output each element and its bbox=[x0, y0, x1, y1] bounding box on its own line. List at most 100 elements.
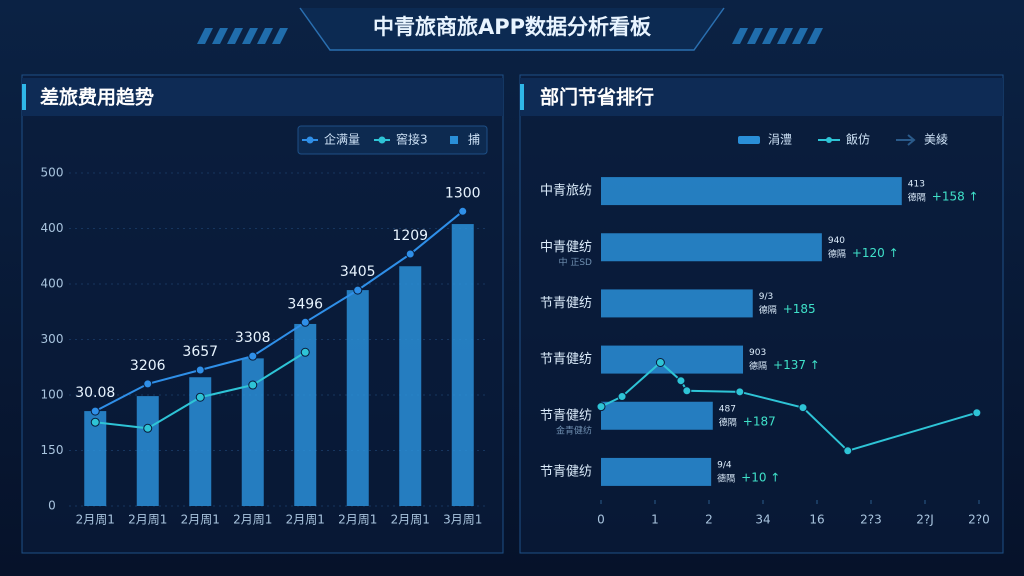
line-point bbox=[300, 317, 310, 327]
bar-number: 9/3 bbox=[759, 292, 773, 302]
y-tick-label: 300 bbox=[41, 332, 64, 346]
header-stripes bbox=[197, 28, 823, 44]
bar bbox=[136, 396, 159, 506]
left-panel-title: 差旅费用趋势 bbox=[40, 86, 154, 109]
bar-number: 487 bbox=[719, 404, 736, 414]
data-label: 1300 bbox=[445, 185, 481, 201]
y-tick-label: 中青旅纺 bbox=[540, 184, 592, 199]
line-point bbox=[143, 423, 153, 433]
x-tick-label: 2?3 bbox=[860, 513, 882, 527]
line-point bbox=[143, 379, 153, 389]
bar-tag: 德隔 bbox=[759, 304, 777, 316]
line-point bbox=[676, 376, 686, 386]
line bbox=[94, 210, 464, 412]
bar bbox=[84, 411, 107, 506]
bar bbox=[601, 233, 822, 262]
bar bbox=[189, 377, 212, 506]
bar bbox=[294, 323, 317, 506]
line-point bbox=[405, 249, 415, 259]
bar bbox=[601, 345, 744, 374]
legend-label: 窖接3 bbox=[396, 132, 428, 147]
bar-tag: 德隔 bbox=[828, 248, 846, 260]
data-label: 3405 bbox=[340, 264, 376, 280]
line-point bbox=[90, 417, 100, 427]
x-tick-label: 1 bbox=[651, 513, 659, 527]
bar-number: 903 bbox=[749, 348, 766, 358]
line-point bbox=[195, 392, 205, 402]
x-tick-label: 2?0 bbox=[968, 513, 990, 527]
data-label: 30.08 bbox=[75, 385, 115, 401]
bar bbox=[601, 401, 713, 430]
bar bbox=[601, 457, 712, 486]
line-point bbox=[972, 408, 982, 418]
line-point bbox=[798, 403, 808, 413]
line-point bbox=[843, 446, 853, 456]
x-tick-label: 34 bbox=[755, 513, 770, 527]
legend-label: 飯仿 bbox=[846, 132, 870, 147]
line-point bbox=[596, 402, 606, 412]
data-label: +137 ↑ bbox=[773, 358, 820, 372]
bar bbox=[346, 290, 369, 506]
legend-label: 涓澧 bbox=[768, 132, 792, 147]
line-point bbox=[248, 351, 258, 361]
line-point bbox=[682, 386, 692, 396]
bar bbox=[601, 289, 753, 318]
legend-swatch bbox=[738, 136, 760, 144]
bar-tag: 德隔 bbox=[717, 472, 735, 484]
data-label: +120 ↑ bbox=[852, 246, 899, 260]
line-point bbox=[735, 387, 745, 397]
x-tick-label: 0 bbox=[597, 513, 605, 527]
page-title: 中青旅商旅APP数据分析看板 bbox=[373, 15, 652, 39]
y-tick-label: 节青健纺 bbox=[540, 296, 592, 311]
data-label: +187 bbox=[743, 414, 776, 428]
x-tick-label: 2 bbox=[705, 513, 713, 527]
line-point bbox=[617, 392, 627, 402]
y-tick-label: 节青健纺 bbox=[540, 408, 592, 423]
y-tick-label: 节青健纺 bbox=[540, 352, 592, 367]
x-tick-label: 2月周1 bbox=[338, 513, 377, 527]
data-label: 3206 bbox=[130, 358, 166, 374]
legend-swatch bbox=[378, 136, 386, 144]
y-tick-label: 0 bbox=[48, 499, 56, 513]
data-label: +10 ↑ bbox=[741, 470, 780, 484]
y-tick-label: 节青健纺 bbox=[540, 464, 592, 479]
y-tick-label: 400 bbox=[41, 221, 64, 235]
bar-number: 9/4 bbox=[717, 460, 732, 470]
x-tick-label: 2月周1 bbox=[233, 513, 272, 527]
x-tick-label: 3月周1 bbox=[443, 513, 482, 527]
right-panel-title: 部门节省排行 bbox=[540, 86, 654, 109]
x-tick-label: 2月周1 bbox=[286, 513, 325, 527]
data-label: 3308 bbox=[235, 330, 271, 346]
data-label: +158 ↑ bbox=[932, 190, 979, 204]
line-point bbox=[90, 406, 100, 416]
legend-label: 捕 bbox=[468, 132, 480, 147]
bar-number: 413 bbox=[908, 180, 925, 190]
y-tick-label: 中青健纺 bbox=[540, 240, 592, 255]
x-tick-label: 2月周1 bbox=[128, 513, 167, 527]
x-tick-label: 2?J bbox=[916, 513, 934, 527]
category-note: 中 正SD bbox=[558, 256, 592, 268]
line-point bbox=[353, 285, 363, 295]
x-tick-label: 2月周1 bbox=[76, 513, 115, 527]
right-panel-header bbox=[520, 78, 1003, 116]
x-tick-label: 16 bbox=[809, 513, 824, 527]
x-tick-label: 2月周1 bbox=[181, 513, 220, 527]
line-point bbox=[195, 365, 205, 375]
y-tick-label: 150 bbox=[41, 443, 64, 457]
bar-tag: 德隔 bbox=[719, 416, 737, 428]
legend-swatch bbox=[306, 136, 314, 144]
line-point bbox=[458, 206, 468, 216]
x-tick-label: 2月周1 bbox=[391, 513, 430, 527]
header-frame bbox=[299, 7, 725, 51]
data-label: 3657 bbox=[182, 344, 218, 360]
bar-tag: 德隔 bbox=[908, 192, 926, 204]
category-note: 金青健纺 bbox=[556, 424, 592, 436]
bar-tag: 德隔 bbox=[749, 360, 767, 372]
right-panel bbox=[519, 74, 1004, 554]
legend-swatch bbox=[896, 134, 916, 146]
y-tick-label: 500 bbox=[41, 166, 64, 180]
line-point bbox=[248, 380, 258, 390]
line-point bbox=[300, 347, 310, 357]
left-panel-header bbox=[22, 78, 503, 116]
y-tick-label: 400 bbox=[41, 277, 64, 291]
